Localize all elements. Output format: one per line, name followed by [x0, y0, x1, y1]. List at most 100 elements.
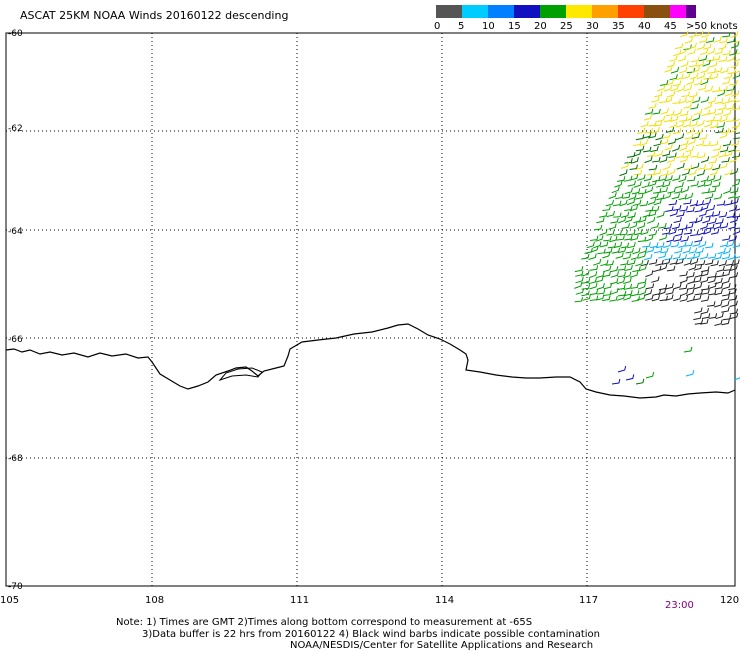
wind-barb [735, 67, 740, 73]
wind-barb [691, 163, 699, 169]
wind-barb [694, 283, 702, 289]
wind-barb [606, 200, 614, 206]
wind-barb [645, 128, 653, 133]
wind-barb [694, 308, 702, 314]
wind-barb [719, 212, 727, 217]
wind-barb [704, 103, 712, 109]
wind-barb [576, 277, 584, 283]
wind-barb [604, 248, 612, 253]
wind-barb [597, 249, 605, 254]
wind-barb [685, 134, 693, 139]
wind-barb [718, 44, 726, 50]
wind-barb [669, 56, 677, 62]
wind-barb [673, 283, 681, 289]
wind-barb [674, 109, 682, 115]
wind-barb [673, 81, 681, 86]
wind-barb [700, 223, 708, 229]
wind-barb [705, 243, 713, 248]
note-line-2: 3)Data buffer is 22 hrs from 20160122 4)… [142, 629, 600, 640]
wind-barb [717, 266, 725, 272]
wind-barb [637, 175, 645, 181]
wind-barb [622, 223, 630, 228]
lon-label-117: 117 [579, 595, 598, 606]
wind-barb [694, 80, 702, 86]
wind-barb [674, 217, 682, 222]
wind-barb [722, 157, 730, 162]
wind-barb [717, 201, 725, 206]
wind-barb [606, 230, 614, 235]
wind-barb [686, 146, 694, 152]
wind-barb [611, 288, 619, 294]
wind-barb [632, 188, 640, 194]
wind-barb [654, 248, 662, 253]
lat-label-70: -70 [8, 582, 23, 592]
wind-barb [690, 258, 698, 264]
wind-barb [648, 198, 656, 204]
wind-barb [686, 127, 694, 133]
wind-barb [667, 266, 675, 271]
wind-barb [618, 366, 626, 372]
wind-barb [657, 116, 665, 122]
wind-barb [684, 115, 692, 120]
wind-barb [702, 313, 710, 318]
wind-barb [678, 242, 686, 248]
wind-barb [615, 194, 623, 199]
note-line-1: Note: 1) Times are GMT 2)Times along bot… [116, 617, 532, 628]
wind-barb [706, 37, 714, 42]
wind-barb [627, 230, 635, 235]
wind-barb [595, 235, 603, 241]
wind-barb [589, 254, 597, 260]
wind-barb [575, 297, 583, 302]
wind-barb [680, 31, 688, 37]
wind-barb [698, 85, 706, 91]
wind-barb [659, 234, 667, 240]
wind-barb [654, 91, 662, 96]
wind-barb [641, 121, 649, 127]
wind-barb [691, 181, 699, 186]
wind-barb [685, 37, 693, 43]
wind-barb [633, 141, 641, 146]
wind-barb [714, 116, 722, 121]
wind-barb [718, 248, 726, 254]
wind-barb [687, 176, 695, 181]
wind-barb [667, 91, 675, 97]
wind-barb [682, 73, 690, 79]
wind-barb [590, 290, 598, 295]
wind-barb [720, 147, 728, 152]
wind-barb [651, 223, 659, 229]
graticule [6, 33, 735, 586]
wind-barb [620, 260, 628, 265]
wind-barb [719, 151, 727, 157]
wind-barb [642, 242, 650, 247]
wind-barb [674, 248, 682, 254]
wind-barb [675, 43, 683, 48]
wind-barb [590, 265, 598, 270]
wind-barb [673, 254, 681, 259]
wind-barb [732, 122, 740, 128]
wind-barb [692, 66, 700, 72]
wind-barb [621, 212, 629, 218]
wind-barb [642, 182, 650, 188]
wind-barb [688, 49, 696, 55]
wind-barb [676, 153, 684, 158]
wind-barb [729, 205, 737, 211]
wind-barb [730, 301, 738, 307]
wind-barb [611, 271, 619, 277]
wind-barb [705, 193, 713, 199]
wind-barb [689, 264, 697, 270]
wind-barb [574, 282, 582, 288]
wind-barb [663, 193, 671, 199]
lat-label-68: -68 [8, 454, 23, 464]
wind-barb [677, 163, 685, 169]
wind-barb [660, 156, 668, 162]
wind-barb [723, 141, 731, 146]
wind-barb [680, 271, 688, 276]
wind-barb [581, 254, 589, 259]
wind-barb [627, 152, 635, 157]
wind-barb [679, 67, 687, 73]
wind-barb [610, 218, 618, 223]
wind-barb [699, 37, 707, 42]
wind-barb [667, 61, 675, 67]
wind-barb [695, 290, 703, 295]
wind-barb [663, 163, 671, 169]
